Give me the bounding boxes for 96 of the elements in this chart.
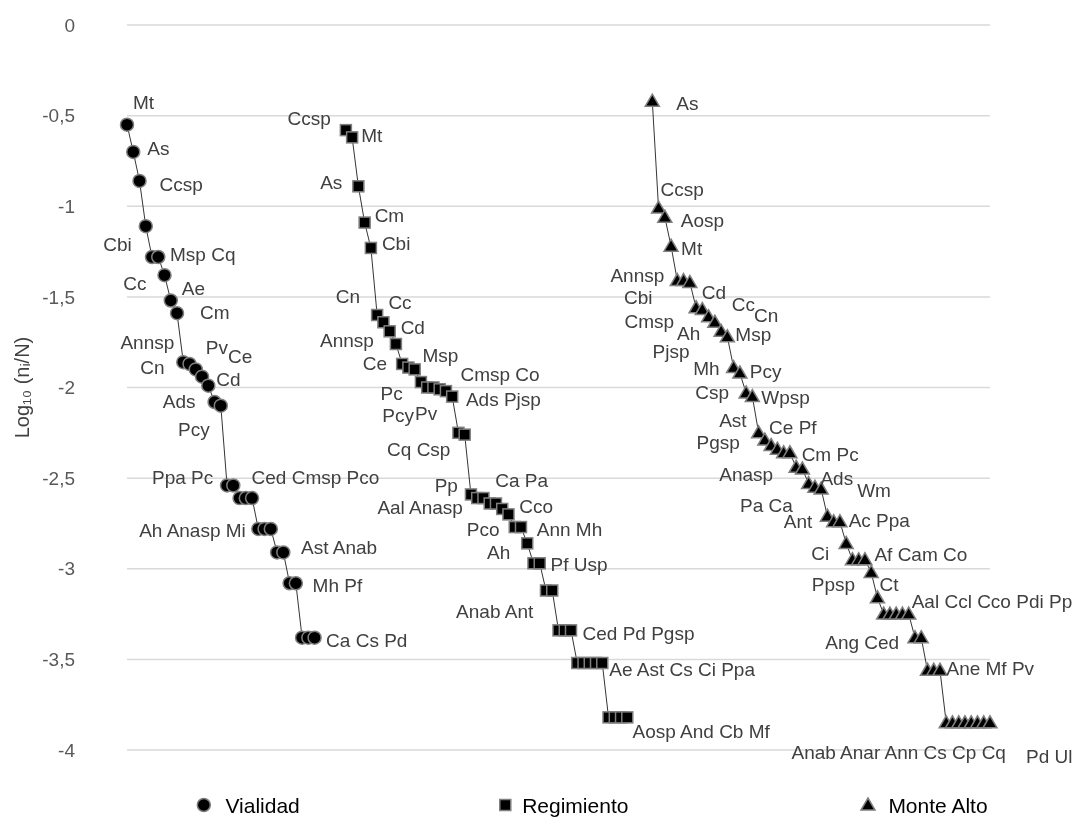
- data-label: Pc: [380, 382, 403, 404]
- data-label: Ast: [719, 410, 748, 432]
- data-label: Cbi: [381, 233, 411, 255]
- data-label: Ca Cs Pd: [326, 630, 408, 652]
- data-label: Ah Anasp Mi: [139, 520, 246, 542]
- data-label: Ccsp: [287, 107, 331, 129]
- data-label: Wm: [857, 479, 891, 501]
- data-label: Ce: [362, 353, 388, 375]
- y-tick-label: -1: [58, 195, 75, 217]
- data-label: Aosp: [680, 209, 725, 231]
- data-label: Ads: [820, 467, 854, 489]
- data-label: Cc: [388, 291, 412, 313]
- data-label: Cmsp Co: [460, 364, 540, 385]
- data-label: Pgsp: [696, 431, 740, 453]
- data-label: Cm: [200, 301, 230, 323]
- data-label: Ast Anab: [301, 536, 378, 558]
- data-label: Anasp: [719, 463, 774, 485]
- data-label: Ane Mf Pv: [946, 657, 1035, 679]
- legend-label: Monte Alto: [888, 793, 988, 817]
- data-label: Aosp And Cb Mf: [632, 720, 771, 742]
- y-tick-label: -3,5: [42, 649, 75, 671]
- data-label: Cd: [400, 316, 425, 338]
- y-axis-title: Log₁₀ (nᵢ/N): [11, 336, 33, 439]
- legend-label: Vialidad: [225, 793, 300, 817]
- data-label: Cbi: [103, 233, 132, 255]
- data-label: Ca Pa: [495, 469, 549, 491]
- data-label: Pd Ul: [1026, 746, 1073, 768]
- data-label: Ads Pjsp: [465, 388, 541, 410]
- y-tick-label: 0: [64, 14, 75, 36]
- data-label: Cm Pc: [801, 444, 859, 466]
- data-label: Pcy: [178, 419, 211, 441]
- data-label: Ae: [181, 278, 206, 299]
- data-label: Pf Usp: [550, 553, 608, 575]
- data-label: Ce Pf: [769, 417, 818, 438]
- data-label: Cd: [216, 369, 241, 391]
- data-label: Ced Pd Pgsp: [582, 622, 695, 644]
- data-label: Cco: [519, 496, 554, 518]
- data-label: Cn: [335, 285, 361, 307]
- data-label: Ae Ast Cs Ci Ppa: [609, 658, 756, 680]
- data-label: Af Cam Co: [874, 544, 968, 566]
- data-label: Ced Cmsp Pco: [251, 466, 380, 488]
- data-label: Pco: [466, 518, 500, 540]
- data-label: Cq Csp: [387, 439, 451, 461]
- y-tick-label: -3: [58, 558, 75, 580]
- data-label: Wpsp: [761, 387, 810, 409]
- data-label: Pcy: [749, 360, 783, 382]
- data-label: Ppa Pc: [152, 466, 214, 488]
- data-label: Mt: [681, 237, 703, 259]
- data-label: Cc: [123, 272, 147, 294]
- y-tick-label: -1,5: [42, 286, 75, 308]
- data-label: Ci: [811, 542, 830, 564]
- data-label: Ce: [228, 346, 253, 368]
- data-label: Pv: [414, 403, 438, 424]
- data-label: Pv: [205, 336, 229, 358]
- data-label: Anab Anar Ann Cs Cp Cq: [791, 742, 1006, 764]
- data-label: Cm: [374, 205, 405, 227]
- y-tick-label: -0,5: [42, 105, 75, 127]
- data-label: Ang Ced: [825, 632, 900, 654]
- y-tick-label: -2,5: [42, 467, 75, 489]
- data-label: Msp: [735, 324, 772, 346]
- data-label: Annsp: [320, 329, 374, 351]
- data-label: Anab Ant: [456, 601, 534, 622]
- data-label: Msp Cq: [170, 243, 236, 265]
- data-label: Annsp: [120, 331, 175, 353]
- data-label: Ct: [879, 574, 900, 596]
- data-label: As: [676, 92, 699, 114]
- data-label: Ppsp: [811, 573, 856, 595]
- data-label: Aal Ccl Cco Pdi Pp: [911, 590, 1073, 612]
- legend-label: Regimiento: [522, 793, 629, 817]
- data-label: Cn: [754, 304, 779, 326]
- data-label: Ccsp: [660, 178, 704, 200]
- data-label: Ccsp: [159, 174, 203, 196]
- data-label: Cd: [701, 281, 727, 303]
- data-label: Ah: [486, 541, 511, 563]
- y-tick-label: -2: [58, 377, 75, 399]
- data-label: Annsp: [610, 265, 665, 287]
- data-label: Ac Ppa: [848, 510, 911, 532]
- data-label: Cc: [731, 293, 756, 315]
- data-label: Msp: [422, 345, 459, 367]
- data-label: Ann Mh: [536, 518, 603, 540]
- data-label: Aal Anasp: [377, 497, 463, 518]
- data-label: Cmsp: [624, 311, 675, 333]
- data-label: Cbi: [624, 287, 653, 309]
- data-label: Csp: [695, 382, 730, 404]
- data-label: Mh: [693, 358, 720, 380]
- data-label: Pp: [434, 474, 458, 496]
- data-label: Pcy: [382, 404, 415, 426]
- data-label: As: [147, 138, 170, 160]
- data-label: As: [320, 171, 343, 193]
- data-label: Mh Pf: [312, 574, 363, 596]
- data-label: Mt: [361, 124, 383, 146]
- data-label: Pa Ca: [740, 494, 794, 516]
- y-tick-label: -4: [58, 739, 76, 761]
- data-label: Ads: [162, 390, 196, 412]
- data-label: Mt: [133, 92, 155, 114]
- data-label: Cn: [140, 357, 165, 379]
